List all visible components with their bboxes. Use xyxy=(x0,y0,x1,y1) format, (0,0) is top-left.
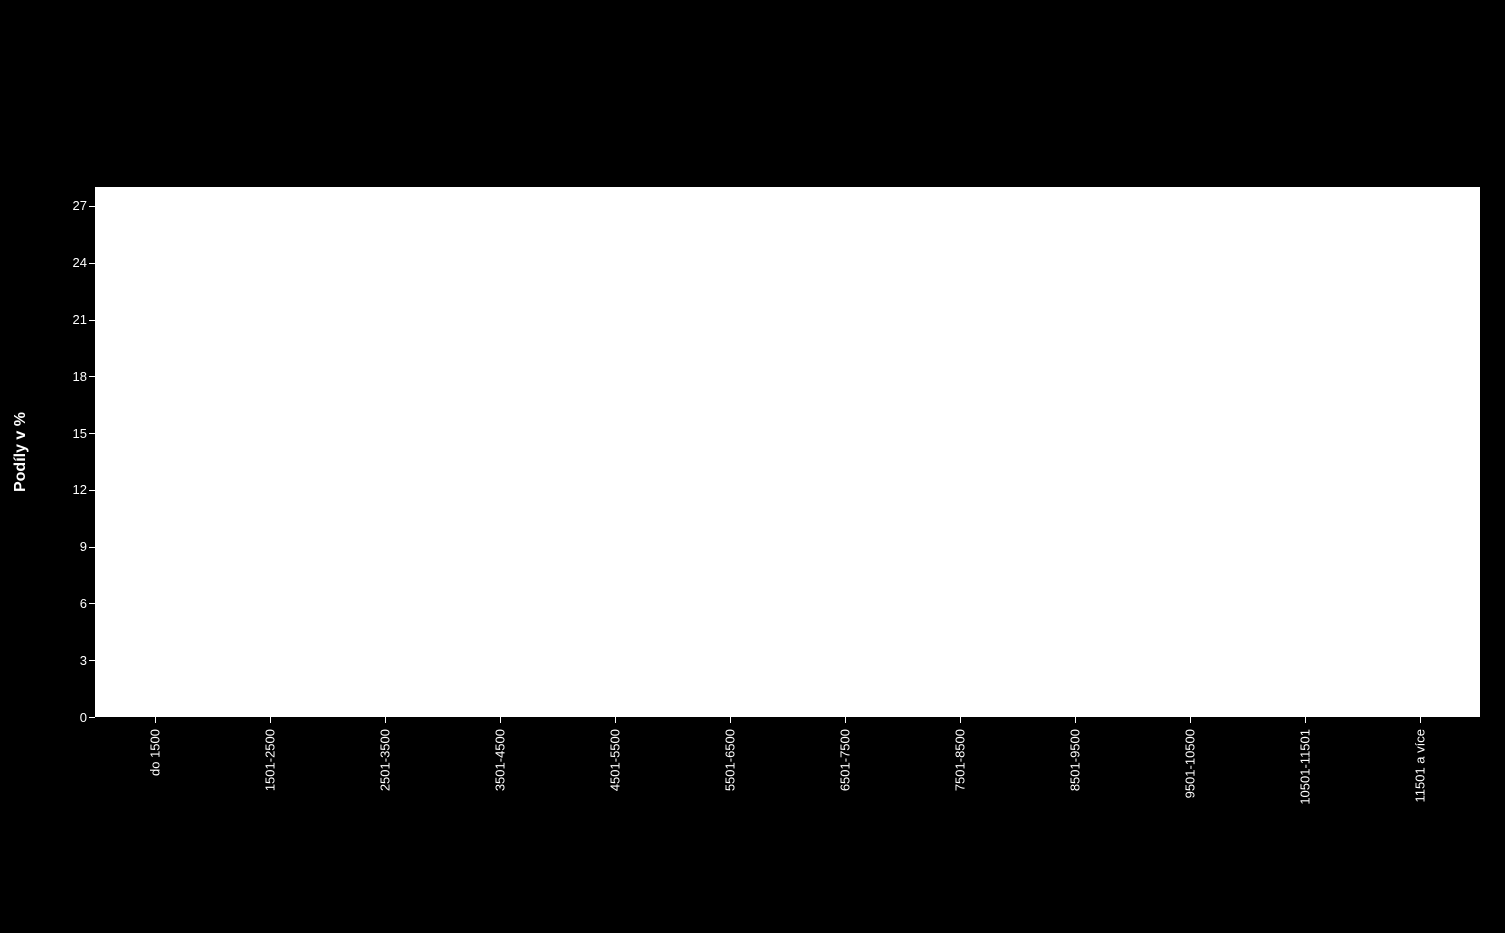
x-tick-label: 8501-9500 xyxy=(1068,729,1083,791)
x-tick-label: 1501-2500 xyxy=(263,729,278,791)
chart-container: Podíly v % 0 3 6 9 12 15 18 21 24 27 do 1500 1501-… xyxy=(0,0,1505,933)
y-tick-mark xyxy=(89,320,95,321)
x-tick-mark xyxy=(155,717,156,723)
x-tick-mark xyxy=(1305,717,1306,723)
y-tick-mark xyxy=(89,717,95,718)
y-tick-label: 27 xyxy=(47,198,87,213)
x-tick-label: 2501-3500 xyxy=(378,729,393,791)
x-tick-label: 11501 a více xyxy=(1413,729,1428,802)
x-tick-mark xyxy=(1190,717,1191,723)
y-tick-label: 18 xyxy=(47,369,87,384)
x-tick-label: 3501-4500 xyxy=(493,729,508,791)
x-tick-label: 5501-6500 xyxy=(723,729,738,791)
y-tick-label: 21 xyxy=(47,312,87,327)
x-tick-mark xyxy=(960,717,961,723)
y-tick-label: 3 xyxy=(47,653,87,668)
x-tick-label: 10501-11501 xyxy=(1298,729,1313,805)
y-tick-label: 24 xyxy=(47,255,87,270)
x-tick-mark xyxy=(615,717,616,723)
x-tick-label: 4501-5500 xyxy=(608,729,623,791)
y-tick-label: 6 xyxy=(47,596,87,611)
y-axis-label: Podíly v % xyxy=(12,412,30,492)
y-tick-mark xyxy=(89,376,95,377)
y-tick-mark xyxy=(89,433,95,434)
y-tick-mark xyxy=(89,206,95,207)
x-tick-mark xyxy=(845,717,846,723)
y-tick-label: 9 xyxy=(47,539,87,554)
x-tick-mark xyxy=(270,717,271,723)
y-tick-label: 12 xyxy=(47,482,87,497)
x-tick-mark xyxy=(1075,717,1076,723)
x-tick-mark xyxy=(385,717,386,723)
x-tick-label: 6501-7500 xyxy=(838,729,853,791)
y-tick-label: 0 xyxy=(47,710,87,725)
y-tick-mark xyxy=(89,660,95,661)
plot-area xyxy=(95,187,1480,717)
x-tick-label: do 1500 xyxy=(148,729,163,776)
y-tick-mark xyxy=(89,547,95,548)
y-tick-label: 15 xyxy=(47,426,87,441)
x-tick-mark xyxy=(730,717,731,723)
x-tick-mark xyxy=(500,717,501,723)
y-tick-mark xyxy=(89,490,95,491)
x-tick-label: 7501-8500 xyxy=(953,729,968,791)
y-tick-mark xyxy=(89,263,95,264)
y-tick-mark xyxy=(89,603,95,604)
x-tick-label: 9501-10500 xyxy=(1183,729,1198,798)
x-tick-mark xyxy=(1420,717,1421,723)
